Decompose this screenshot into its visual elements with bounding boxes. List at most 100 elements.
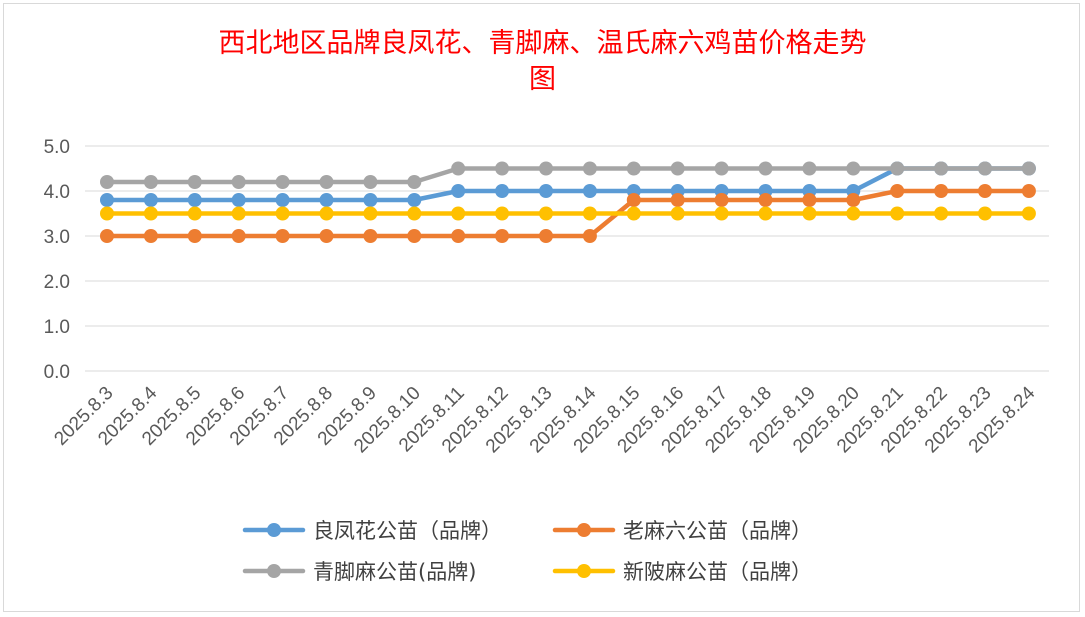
- data-point: [100, 206, 114, 221]
- legend-marker: [267, 564, 281, 578]
- data-point: [319, 193, 334, 207]
- data-point: [670, 161, 685, 176]
- chart-title-line-1: 西北地区品牌良凤花、青脚麻、温氏麻六鸡苗价格走势: [218, 28, 867, 59]
- data-point: [231, 193, 246, 207]
- data-point: [231, 229, 246, 243]
- legend-entry: 良凤花公苗（品牌）: [242, 519, 502, 543]
- data-point: [758, 206, 773, 221]
- data-point: [758, 193, 773, 207]
- data-point: [846, 193, 861, 207]
- data-point: [846, 206, 861, 221]
- data-point: [934, 161, 949, 176]
- data-point: [978, 184, 992, 198]
- legend-marker: [577, 564, 591, 578]
- data-point: [1021, 184, 1036, 198]
- data-point: [495, 184, 510, 198]
- data-point: [275, 229, 290, 243]
- data-point: [1021, 161, 1036, 176]
- data-point: [143, 229, 158, 243]
- data-point: [363, 206, 378, 221]
- data-point: [495, 161, 510, 176]
- data-point: [802, 161, 817, 176]
- data-point: [451, 206, 466, 221]
- data-point: [846, 161, 861, 176]
- data-point: [890, 206, 905, 221]
- data-point: [451, 161, 466, 176]
- y-tick-label: 4.0: [44, 182, 70, 203]
- data-point: [143, 193, 158, 207]
- chart-title: 西北地区品牌良凤花、青脚麻、温氏麻六鸡苗价格走势 图: [0, 26, 1085, 98]
- series-line: [104, 166, 1032, 203]
- legend-entry: 老麻六公苗（品牌）: [552, 519, 812, 543]
- data-point: [890, 184, 905, 198]
- data-point: [319, 206, 334, 221]
- data-point: [670, 193, 685, 207]
- data-point: [187, 206, 202, 221]
- data-point: [934, 206, 949, 221]
- data-point: [143, 175, 158, 189]
- data-point: [802, 206, 817, 221]
- legend-entry: 新陂麻公苗（品牌）: [552, 560, 812, 584]
- y-tick-label: 1.0: [44, 317, 70, 338]
- data-point: [978, 161, 992, 176]
- data-point: [363, 229, 378, 243]
- y-axis-tick-labels: 0.0 1.0 2.0 3.0 4.0 5.0: [44, 137, 70, 383]
- data-point: [582, 161, 597, 176]
- data-point: [407, 175, 422, 189]
- legend-marker: [577, 523, 591, 537]
- data-point: [758, 161, 773, 176]
- data-point: [582, 229, 597, 243]
- legend-entry: 青脚麻公苗(品牌): [242, 560, 476, 584]
- data-point: [495, 229, 510, 243]
- data-point: [1021, 206, 1036, 221]
- data-point: [934, 184, 949, 198]
- legend-label: 老麻六公苗（品牌）: [623, 519, 812, 543]
- data-point: [187, 229, 202, 243]
- data-point: [670, 206, 685, 221]
- y-tick-label: 2.0: [44, 272, 70, 293]
- data-point: [714, 206, 729, 221]
- data-point: [539, 161, 553, 176]
- data-point: [495, 206, 510, 221]
- data-point: [187, 193, 202, 207]
- y-tick-label: 0.0: [44, 362, 70, 383]
- data-point: [319, 175, 334, 189]
- series-line: [104, 188, 1032, 239]
- data-point: [143, 206, 158, 221]
- data-point: [539, 206, 553, 221]
- data-point: [714, 161, 729, 176]
- series-3: [100, 161, 1036, 189]
- data-point: [407, 206, 422, 221]
- data-point: [890, 161, 905, 176]
- data-point: [275, 175, 290, 189]
- series-line: [104, 166, 1032, 185]
- chart-frame: [3, 3, 1080, 612]
- data-point: [100, 193, 114, 207]
- legend-marker: [267, 523, 281, 537]
- data-point: [275, 206, 290, 221]
- data-point: [714, 193, 729, 207]
- data-point: [231, 175, 246, 189]
- data-point: [451, 229, 466, 243]
- data-point: [363, 193, 378, 207]
- data-point: [802, 193, 817, 207]
- data-point: [539, 229, 553, 243]
- data-point: [626, 206, 641, 221]
- x-axis-tick-labels: 2025.8.32025.8.42025.8.52025.8.62025.8.7…: [50, 382, 1039, 457]
- data-point: [100, 229, 114, 243]
- legend-label: 良凤花公苗（品牌）: [313, 519, 502, 543]
- y-tick-label: 5.0: [44, 137, 70, 158]
- series-4: [100, 206, 1036, 221]
- data-point: [231, 206, 246, 221]
- legend-label: 新陂麻公苗（品牌）: [623, 560, 812, 584]
- legend-label: 青脚麻公苗(品牌): [313, 560, 476, 584]
- data-point: [451, 184, 466, 198]
- data-point: [539, 184, 553, 198]
- y-tick-label: 3.0: [44, 227, 70, 248]
- series-2: [100, 184, 1036, 243]
- chart-title-line-2: 图: [529, 64, 556, 95]
- data-point: [978, 206, 992, 221]
- data-point: [582, 184, 597, 198]
- data-point: [407, 193, 422, 207]
